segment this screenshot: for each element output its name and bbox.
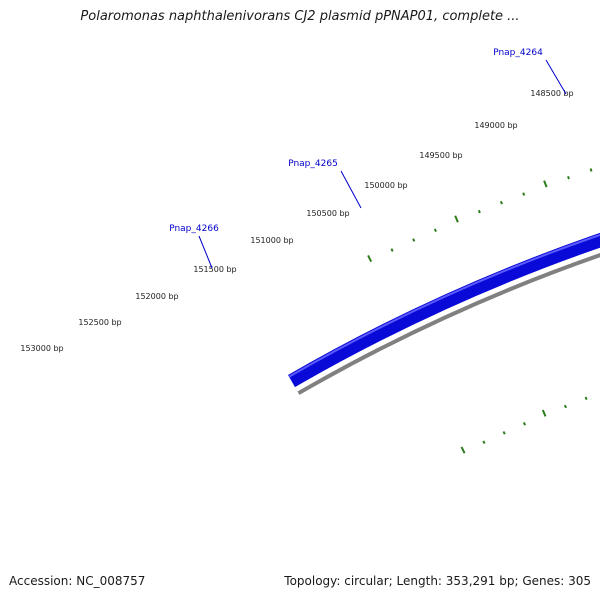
scale-label: 150000 bp bbox=[364, 181, 407, 190]
gene-label: Pnap_4264 bbox=[493, 48, 543, 58]
inner-tick bbox=[460, 446, 466, 454]
accession-text: Accession: NC_008757 bbox=[9, 574, 146, 588]
outer-tick bbox=[543, 180, 548, 188]
gene-labels: Pnap_4264 Pnap_4265 Pnap_4266 bbox=[169, 48, 567, 269]
scale-label: 150500 bp bbox=[306, 209, 349, 218]
inner-tick bbox=[502, 431, 506, 435]
scale-label: 148500 bp bbox=[530, 89, 573, 98]
backbone-line bbox=[297, 253, 600, 395]
gene-label-leader bbox=[545, 59, 567, 95]
outer-tick bbox=[477, 209, 481, 214]
inner-tick bbox=[541, 409, 547, 417]
outer-tick bbox=[567, 175, 570, 180]
gene-feature bbox=[288, 232, 600, 388]
scale-label: 151000 bp bbox=[250, 236, 293, 245]
plasmid-backbone bbox=[297, 253, 600, 395]
scale-label: 153000 bp bbox=[20, 344, 63, 353]
gene-feature-highlight bbox=[288, 233, 600, 378]
outer-tick bbox=[367, 254, 373, 263]
outer-tick bbox=[433, 228, 437, 233]
outer-tick bbox=[522, 192, 526, 196]
gene-label-leader bbox=[340, 170, 362, 209]
scale-label: 152000 bp bbox=[135, 292, 178, 301]
inner-tick bbox=[563, 404, 567, 409]
outer-tick bbox=[454, 215, 459, 223]
inner-scale-ticks bbox=[460, 396, 588, 454]
gene-label: Pnap_4265 bbox=[288, 159, 338, 169]
inner-tick bbox=[584, 396, 588, 401]
scale-labels: 148500 bp 149000 bp 149500 bp 150000 bp 1505… bbox=[20, 89, 573, 353]
page-title: Polaromonas naphthalenivorans CJ2 plasmi… bbox=[80, 9, 520, 24]
gene-label-leader bbox=[198, 235, 213, 269]
scale-label: 151500 bp bbox=[193, 265, 236, 274]
genome-summary-text: Topology: circular; Length: 353,291 bp; … bbox=[284, 574, 591, 588]
outer-tick bbox=[412, 238, 416, 242]
scale-label: 152500 bp bbox=[78, 318, 121, 327]
outer-tick bbox=[589, 168, 593, 172]
inner-tick bbox=[522, 422, 527, 426]
gene-label: Pnap_4266 bbox=[169, 224, 219, 234]
gene-track bbox=[288, 232, 600, 388]
outer-scale-ticks bbox=[367, 168, 593, 263]
outer-tick bbox=[499, 200, 503, 205]
outer-tick bbox=[390, 248, 394, 252]
scale-label: 149500 bp bbox=[419, 151, 462, 160]
scale-label: 149000 bp bbox=[474, 121, 517, 130]
inner-tick bbox=[482, 440, 486, 445]
